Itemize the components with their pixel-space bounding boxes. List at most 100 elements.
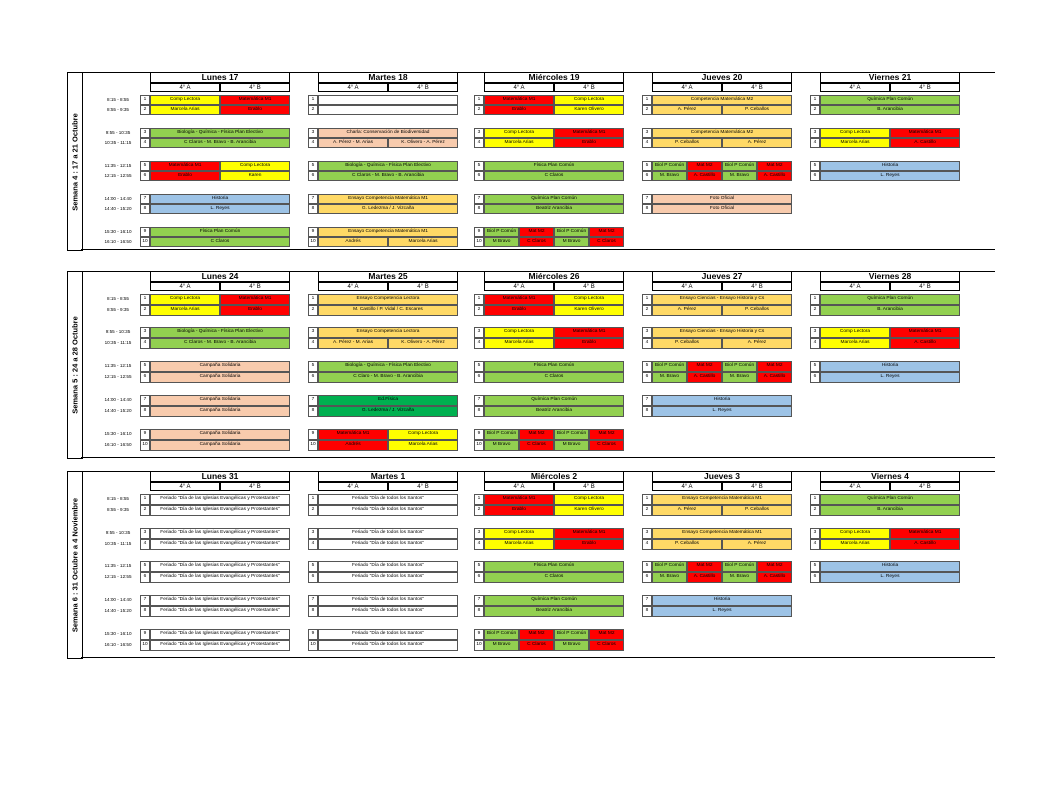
period-number: 1 [642,95,652,105]
class-cell: Feriado "Día de todos los Santos" [318,505,458,516]
time-slot: 10:35 - 11:15 [104,339,132,345]
time-slot: 16:10 - 16:50 [104,238,132,244]
class-b-header: 4° B [722,83,792,92]
class-cell: Campaña Solidaria [150,372,290,383]
class-a-header: 4° A [150,83,220,92]
time-slot: 9:55 - 10:35 [105,328,131,334]
class-a-header: 4° A [652,83,722,92]
period-number: 3 [140,327,150,338]
class-cell: Matemática M1 [554,528,624,539]
period-number: 1 [474,95,484,105]
class-cell: Foto Oficial [652,194,792,204]
class-cell: Erablo [220,305,290,316]
class-cell: Karen Olivero [554,305,624,316]
class-cell: Biol P Común [652,561,687,572]
class-cell: Matemática M1 [554,327,624,338]
class-cell: Feriado "Día de todos los Santos" [318,494,458,505]
class-cell: Química Plan Común [820,494,960,505]
class-cell: Matemática M1 [554,128,624,138]
time-slot: 8:15 - 8:55 [107,96,129,102]
class-cell: Marcela Arias [820,338,890,349]
time-slot: 8:55 - 9:35 [107,506,129,512]
period-number: 1 [140,95,150,105]
class-cell: Feriado "Día de todos los Santos" [318,606,458,617]
class-cell: Biol P Común [652,161,687,171]
class-cell: Biología - Química - Física Plan Electiv… [318,361,458,372]
period-number: 9 [474,429,484,440]
period-number: 9 [474,629,484,640]
class-cell: Mat M2 [589,227,624,237]
week-border-bottom [81,249,995,250]
time-slot: 9:55 - 10:35 [105,129,131,135]
class-cell: Ed.Física [318,395,458,406]
class-cell: Comp Lectora [820,327,890,338]
day-header: Miércoles 19 [484,72,624,83]
period-number: 5 [308,561,318,572]
class-cell: C Claros - M. Bravo - B. Arancibia [318,171,458,181]
period-number: 2 [642,505,652,516]
class-cell: M Bravo [554,237,589,247]
class-cell: Charla: Conservación de Biodiversidad [318,128,458,138]
class-a-header: 4° A [820,482,890,491]
class-cell: Feriado "Día de las Iglesias Evangélicas… [150,572,290,583]
class-cell: Marcela Arias [484,338,554,349]
period-number: 3 [642,327,652,338]
period-number: 6 [474,572,484,583]
class-cell: A. Castillo [687,171,722,181]
class-cell: Química Plan Común [820,95,960,105]
class-cell: Campaña Solidaria [150,395,290,406]
day-header: Miércoles 26 [484,271,624,282]
class-cell: C Claros [519,640,554,651]
class-cell: A. Castillo [757,171,792,181]
day-header: Lunes 24 [150,271,290,282]
class-b-header: 4° B [388,83,458,92]
period-number: 6 [642,171,652,181]
class-cell: M Bravo [554,440,589,451]
time-slot: 14:40 - 15:20 [104,607,132,613]
class-a-header: 4° A [318,482,388,491]
period-number: 1 [474,494,484,505]
time-slot: 11:35 - 12:15 [104,362,132,368]
time-slot: 14:00 - 14:40 [104,195,132,201]
class-cell: Feriado "Día de las Iglesias Evangélicas… [150,539,290,550]
time-slot: 14:00 - 14:40 [104,596,132,602]
class-cell: Marcela Arias [820,539,890,550]
class-cell: Ensayo Competencia Matemática M1 [652,494,792,505]
class-cell: Feriado "Día de las Iglesias Evangélicas… [150,561,290,572]
time-slot: 8:15 - 8:55 [107,295,129,301]
class-cell: Matemática M1 [318,429,388,440]
class-cell: L. Reyes [652,606,792,617]
class-cell: Mat M2 [589,629,624,640]
class-cell: Erablo [220,105,290,115]
class-cell: P. Ceballos [722,505,792,516]
class-cell: Ensayo Competencia Lectora [318,294,458,305]
period-number: 7 [642,194,652,204]
class-cell: Mat M2 [757,161,792,171]
class-cell [318,105,458,115]
class-cell: C Claros - M. Bravo - B. Arancibia [150,338,290,349]
week-label: Semana 4 : 17 a 21 Octubre [67,72,83,251]
time-slot: 11:35 - 12:15 [104,162,132,168]
class-cell: Karen Olivero [554,105,624,115]
period-number: 2 [140,505,150,516]
class-cell: Mat M2 [757,561,792,572]
class-cell: A. Pérez - M. Arias [318,138,388,148]
class-cell: Erablo [484,505,554,516]
class-cell: M. Bravo [652,372,687,383]
class-cell: Biol P Común [722,361,757,372]
class-cell: B. Arancibia [820,105,960,115]
class-cell: Comp Lectora [150,294,220,305]
period-number: 8 [474,606,484,617]
class-b-header: 4° B [554,482,624,491]
day-header: Jueves 27 [652,271,792,282]
period-number: 4 [308,539,318,550]
period-number: 10 [140,237,150,247]
class-cell: Física Plan Común [484,161,624,171]
day-header: Martes 25 [318,271,458,282]
class-cell: C Claros [589,237,624,247]
class-cell: Matemática M1 [484,294,554,305]
class-cell: M. Bravo [722,572,757,583]
class-cell: A. Pérez [652,305,722,316]
class-cell: Mat M2 [519,429,554,440]
week-label: Semana 5 : 24 a 28 Octubre [67,271,83,459]
